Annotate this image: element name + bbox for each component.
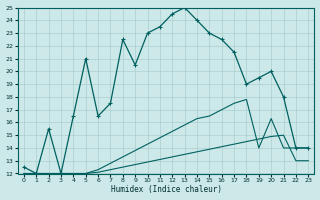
- X-axis label: Humidex (Indice chaleur): Humidex (Indice chaleur): [111, 185, 221, 194]
